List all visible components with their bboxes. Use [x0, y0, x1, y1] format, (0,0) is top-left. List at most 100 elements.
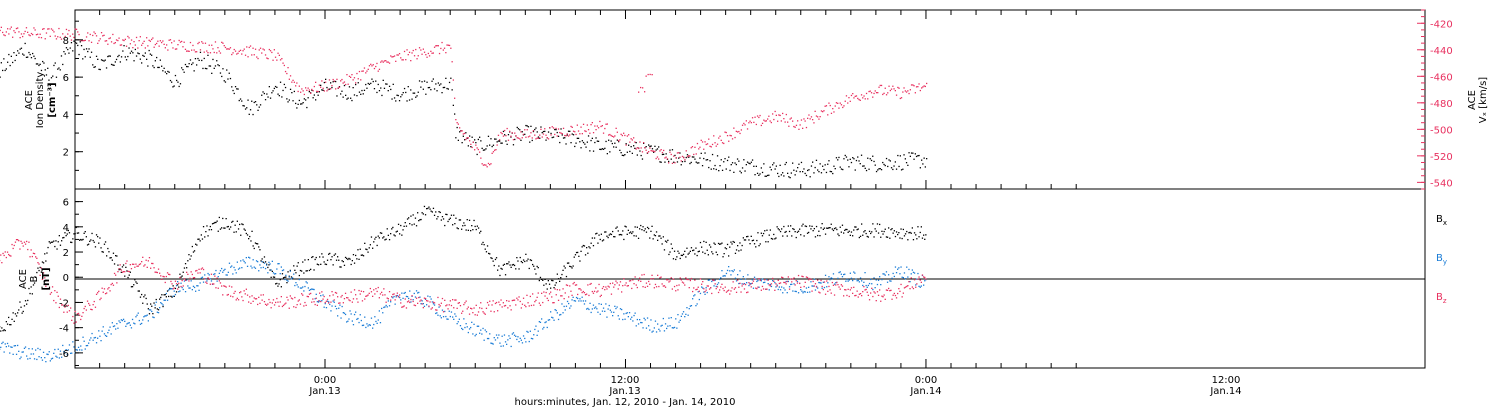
b-series-2-point-612 [432, 301, 435, 303]
velocity-point-629 [571, 126, 573, 128]
velocity-point-189 [20, 33, 23, 35]
b-series-1-point-605 [424, 298, 427, 300]
b-series-2-point-535 [346, 297, 348, 299]
b-series-2-point-428 [225, 286, 227, 288]
b-series-1-point-534 [344, 313, 347, 316]
b-series-0-point-819 [666, 241, 668, 243]
b-series-0-point-677 [506, 263, 508, 265]
density-point-452 [350, 97, 352, 99]
b-series-2-point-563 [377, 286, 379, 289]
b-series-2-point-973 [839, 288, 841, 290]
b-series-1-point-711 [544, 321, 546, 324]
b-series-1-point-971 [837, 277, 839, 279]
density-point-882 [888, 159, 890, 161]
b-series-2-point-305 [86, 300, 89, 302]
density-point-588 [520, 139, 522, 141]
b-series-2-point-399 [192, 277, 195, 279]
b-series-0-point-797 [641, 229, 643, 231]
b-series-1-point-353 [141, 322, 143, 325]
density-point-634 [577, 137, 580, 139]
b-series-1-point-724 [559, 314, 561, 316]
velocity-point-318 [182, 46, 184, 48]
b-series-1-point-506 [313, 288, 315, 291]
b-series-1-point-823 [670, 317, 672, 319]
density-point-196 [29, 53, 31, 56]
b-series-2-point-557 [370, 291, 373, 293]
b-series-2-point-345 [131, 263, 134, 265]
density-point-549 [471, 136, 473, 138]
b-series-2-point-730 [565, 284, 568, 286]
b-series-1-point-239 [12, 353, 14, 355]
b-series-2-point-875 [729, 293, 731, 295]
b-series-2-point-381 [172, 288, 174, 290]
b-series-0-point-424 [221, 227, 223, 229]
b-series-1-point-650 [475, 333, 477, 336]
density-point-791 [774, 168, 776, 170]
velocity-point-392 [274, 56, 277, 58]
b-series-1-point-888 [743, 283, 746, 285]
b-series-2-point-627 [449, 300, 451, 302]
b-series-0-point-906 [764, 230, 766, 232]
density-point-811 [799, 171, 801, 173]
b-series-1-point-810 [655, 331, 658, 333]
b-series-1-point-885 [740, 278, 742, 280]
density-point-231 [73, 40, 75, 42]
b-series-0-point-853 [704, 252, 706, 255]
b-series-0-point-911 [769, 229, 771, 231]
b-series-2-point-523 [332, 294, 334, 296]
b-series-0-point-402 [196, 244, 198, 246]
b-series-2-point-939 [801, 275, 803, 277]
density-point-262 [112, 64, 114, 66]
density-point-870 [873, 160, 875, 163]
b-series-2-point-900 [757, 286, 759, 288]
b-series-1-point-337 [122, 318, 125, 320]
b-series-0-point-445 [244, 229, 246, 231]
b-series-2-point-1043 [918, 276, 920, 278]
density-point-727 [694, 158, 696, 160]
b-series-2-point-667 [494, 302, 497, 305]
b-series-2-point-412 [207, 277, 209, 279]
b-series-2-point-719 [553, 302, 555, 304]
density-point-398 [282, 89, 284, 92]
b-series-2-point-785 [627, 285, 629, 287]
b-series-1-point-349 [136, 314, 138, 316]
velocity-point-469 [371, 65, 373, 67]
b-series-2-point-856 [707, 285, 709, 287]
b-series-1-point-568 [383, 306, 385, 309]
b-series-1-point-696 [527, 331, 529, 333]
density-point-904 [915, 155, 918, 158]
velocity-point-538 [457, 123, 459, 125]
velocity-point-565 [491, 152, 493, 154]
b-series-1-point-477 [280, 266, 282, 268]
b-series-1-point-319 [102, 326, 104, 328]
velocity-point-841 [837, 102, 839, 104]
b-series-2-point-873 [726, 290, 729, 292]
b-series-1-point-616 [437, 314, 439, 316]
density-point-260 [109, 55, 111, 57]
velocity-point-541 [461, 130, 463, 132]
density-point-418 [307, 97, 309, 99]
b-series-0-point-260 [36, 271, 38, 274]
b-series-0-point-339 [125, 266, 127, 268]
b-series-0-point-458 [259, 249, 261, 251]
b-series-2-point-909 [767, 279, 769, 281]
density-point-179 [8, 53, 10, 56]
density-point-514 [427, 87, 429, 89]
velocity-point-549 [471, 146, 473, 149]
b-series-1-point-285 [64, 352, 66, 354]
b-series-1-point-853 [704, 293, 706, 295]
b-series-2-point-807 [652, 278, 654, 280]
density-point-902 [913, 158, 915, 160]
velocity-point-253 [100, 32, 103, 34]
density-point-358 [232, 89, 234, 92]
b-series-2-point-288 [67, 304, 69, 307]
b-series-1-point-685 [515, 335, 517, 337]
velocity-point-704 [665, 156, 667, 158]
density-point-723 [689, 162, 691, 165]
b-series-0-point-780 [622, 230, 624, 232]
b-series-1-point-834 [682, 311, 685, 313]
b-series-0-point-961 [826, 227, 828, 229]
b-series-1-point-934 [795, 290, 797, 293]
b-series-1-point-397 [190, 280, 192, 282]
b-series-2-point-267 [44, 277, 46, 279]
